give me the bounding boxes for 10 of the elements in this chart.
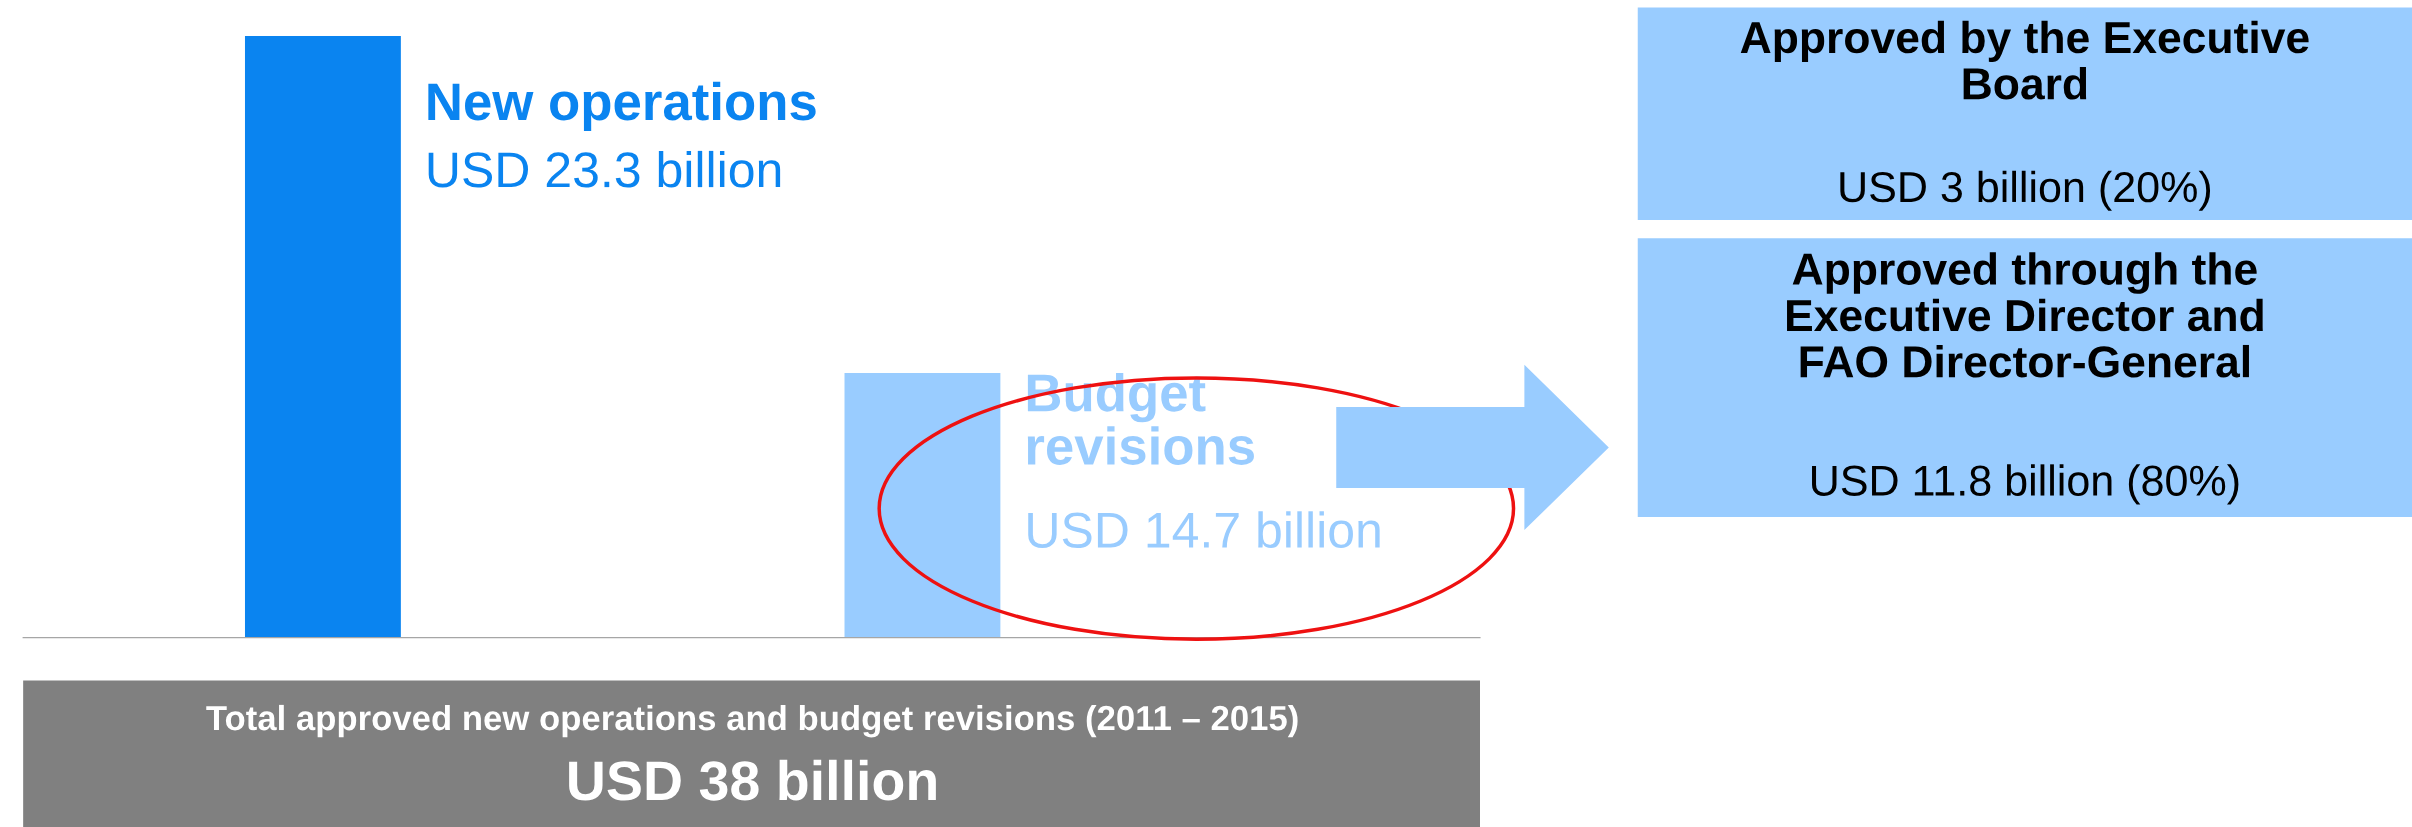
text: USD 3 billion (20%) (1840, 170, 2211, 211)
x-tick-label: New operations (428, 81, 816, 131)
text: USD 38 billion (569, 759, 936, 801)
text: Approved by the Executive Board (1740, 20, 2309, 100)
text: USD 11.8 billion (80%) (1812, 464, 2239, 505)
annotation: USD 14.7 billion (1028, 511, 1380, 548)
text: Total approved new operations and budget revisions (2011 – 2015) (206, 704, 1298, 738)
annotation: USD 23.3 billion (428, 150, 781, 188)
text: Approved through the Executive Director and FAO Director-General (1787, 252, 2263, 378)
x-tick-label: Budget revisions (1027, 372, 1254, 465)
